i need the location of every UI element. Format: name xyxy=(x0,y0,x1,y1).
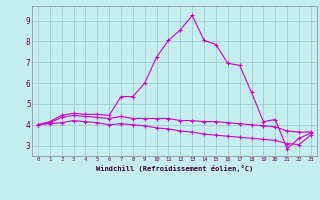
X-axis label: Windchill (Refroidissement éolien,°C): Windchill (Refroidissement éolien,°C) xyxy=(96,165,253,172)
